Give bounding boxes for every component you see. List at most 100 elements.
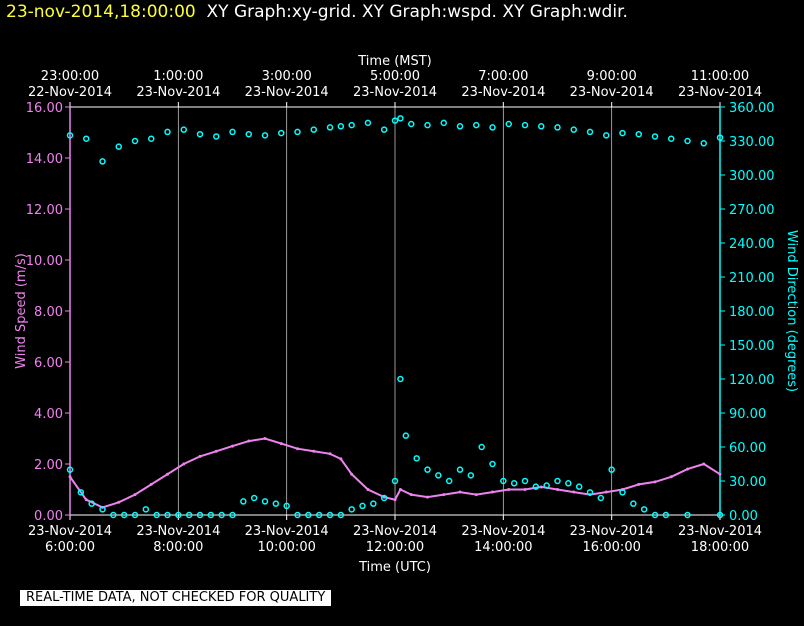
wind-speed-point bbox=[491, 490, 494, 494]
wind-direction-point bbox=[635, 130, 642, 138]
y-right-tick-label: 300.00 bbox=[729, 169, 775, 184]
wind-direction-point bbox=[348, 506, 355, 513]
wind-direction-point bbox=[532, 483, 540, 490]
wind-direction-point bbox=[229, 511, 236, 519]
x-axis-title-utc: Time (UTC) bbox=[358, 560, 431, 575]
wind-direction-point bbox=[66, 132, 74, 139]
wind-direction-point bbox=[164, 511, 171, 519]
wind-speed-point bbox=[507, 488, 511, 491]
wind-direction-point bbox=[120, 511, 128, 519]
wind-speed-point bbox=[702, 462, 706, 466]
y-right-tick-label: 330.00 bbox=[729, 135, 775, 150]
wind-direction-point bbox=[500, 477, 507, 485]
x-tick-label-time: 16:00:00 bbox=[582, 540, 640, 555]
wind-speed-point bbox=[409, 493, 413, 497]
wind-direction-point bbox=[619, 129, 626, 137]
x-top-tick-label-time: 5:00:00 bbox=[370, 69, 420, 84]
wind-direction-point bbox=[99, 158, 106, 165]
wind-direction-point bbox=[456, 123, 464, 130]
wind-direction-point bbox=[597, 494, 605, 502]
wind-direction-point bbox=[213, 133, 220, 140]
wind-direction-point bbox=[337, 511, 345, 519]
wind-direction-point bbox=[326, 511, 334, 519]
y-right-axis-title: Wind Direction (degrees) bbox=[784, 230, 799, 392]
y-right-tick-label: 0.00 bbox=[729, 509, 758, 524]
x-top-tick-label-date: 23-Nov-2014 bbox=[570, 85, 654, 100]
wind-speed-point bbox=[339, 457, 343, 461]
wind-direction-point bbox=[250, 494, 258, 502]
wind-speed-point bbox=[328, 452, 332, 456]
wind-direction-point bbox=[240, 498, 247, 505]
x-tick-label-time: 6:00:00 bbox=[45, 540, 95, 555]
y-right-tick-label: 240.00 bbox=[729, 237, 775, 252]
wind-direction-point bbox=[668, 135, 675, 142]
wind-direction-point bbox=[521, 121, 529, 129]
x-tick-label-time: 10:00:00 bbox=[257, 540, 315, 555]
y-left-tick-label: 12.00 bbox=[26, 203, 63, 218]
wind-direction-point bbox=[413, 455, 420, 462]
wind-direction-point bbox=[424, 121, 431, 129]
wind-direction-point bbox=[370, 500, 377, 507]
wind-direction-point bbox=[716, 511, 724, 519]
wind-speed-point bbox=[398, 488, 402, 491]
wind-direction-point bbox=[142, 506, 150, 513]
wind-direction-point bbox=[575, 483, 583, 490]
wind-direction-point bbox=[473, 121, 480, 129]
wind-direction-point bbox=[478, 443, 485, 451]
y-left-tick-label: 2.00 bbox=[34, 458, 63, 473]
wind-speed-point bbox=[539, 485, 543, 489]
wind-direction-point bbox=[565, 480, 572, 487]
y-right-tick-label: 30.00 bbox=[729, 475, 766, 490]
wind-direction-point bbox=[131, 511, 139, 519]
y-left-tick-label: 8.00 bbox=[34, 305, 63, 320]
x-top-tick-label-time: 11:00:00 bbox=[691, 69, 749, 84]
wind-speed-point bbox=[556, 488, 559, 491]
x-top-tick-label-date: 23-Nov-2014 bbox=[353, 85, 437, 100]
wind-speed-point bbox=[198, 454, 202, 458]
wind-direction-point bbox=[651, 511, 659, 519]
wind-direction-point bbox=[467, 472, 475, 479]
y-right-tick-label: 210.00 bbox=[729, 271, 775, 286]
y-left-tick-label: 6.00 bbox=[34, 356, 63, 371]
wind-direction-point bbox=[521, 477, 529, 485]
wind-direction-point bbox=[99, 506, 106, 513]
wind-speed-point bbox=[279, 442, 283, 446]
wind-direction-point bbox=[684, 511, 691, 519]
wind-speed-point bbox=[366, 488, 370, 491]
graph-list: XY Graph:xy-grid. XY Graph:wspd. XY Grap… bbox=[206, 2, 628, 22]
wind-direction-point bbox=[359, 502, 366, 510]
x-top-tick-label-time: 23:00:00 bbox=[41, 69, 99, 84]
wind-speed-point bbox=[523, 488, 527, 491]
y-left-tick-label: 4.00 bbox=[34, 407, 63, 422]
wind-speed-point bbox=[718, 472, 722, 476]
wind-direction-point bbox=[397, 375, 404, 383]
x-top-tick-label-date: 23-Nov-2014 bbox=[136, 85, 220, 100]
x-tick-label-date: 23-Nov-2014 bbox=[353, 524, 437, 539]
wind-direction-point bbox=[391, 477, 399, 485]
wind-direction-point bbox=[66, 466, 74, 473]
x-tick-label-time: 8:00:00 bbox=[153, 540, 203, 555]
wind-direction-point bbox=[131, 137, 139, 145]
wind-speed-point bbox=[637, 482, 641, 486]
wind-speed-point bbox=[350, 472, 354, 476]
wind-direction-point bbox=[424, 466, 431, 473]
wind-speed-point bbox=[604, 490, 608, 494]
wind-direction-point bbox=[489, 460, 496, 468]
wind-direction-point bbox=[305, 511, 312, 519]
x-tick-label-time: 18:00:00 bbox=[691, 540, 749, 555]
wind-speed-point bbox=[133, 493, 137, 497]
wind-speed-point bbox=[166, 472, 169, 476]
x-tick-label-date: 23-Nov-2014 bbox=[28, 524, 112, 539]
x-top-tick-label-date: 23-Nov-2014 bbox=[678, 85, 762, 100]
wind-direction-point bbox=[716, 134, 724, 141]
wind-direction-point bbox=[310, 126, 317, 133]
wind-speed-point bbox=[296, 447, 299, 451]
wind-direction-point bbox=[364, 119, 372, 127]
wind-direction-point bbox=[630, 500, 637, 507]
wind-speed-point bbox=[84, 498, 88, 502]
wind-speed-point bbox=[214, 449, 218, 453]
wind-direction-point bbox=[110, 511, 117, 519]
wind-direction-point bbox=[218, 511, 225, 519]
wind-direction-point bbox=[543, 482, 550, 489]
